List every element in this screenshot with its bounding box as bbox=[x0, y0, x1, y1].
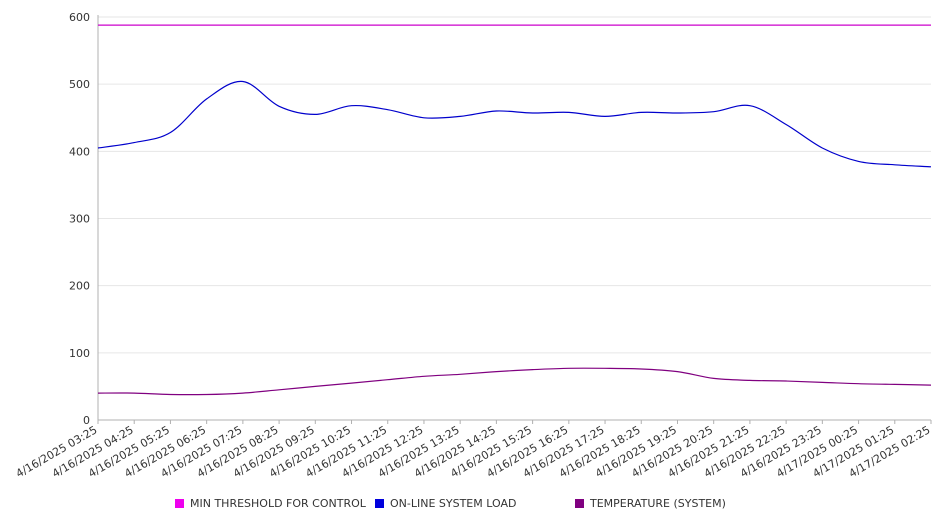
legend-label-temperature: TEMPERATURE (SYSTEM) bbox=[590, 497, 726, 510]
y-tick-label: 100 bbox=[69, 347, 90, 360]
y-tick-label: 500 bbox=[69, 78, 90, 91]
x-tick-labels: 4/16/2025 03:254/16/2025 04:254/16/2025 … bbox=[14, 423, 933, 480]
legend: MIN THRESHOLD FOR CONTROL ON-LINE SYSTEM… bbox=[0, 497, 946, 515]
legend-swatch-min-threshold bbox=[175, 499, 184, 508]
legend-swatch-system-load bbox=[375, 499, 384, 508]
y-tick-label: 200 bbox=[69, 280, 90, 293]
y-tick-label: 300 bbox=[69, 213, 90, 226]
y-tick-label: 600 bbox=[69, 11, 90, 24]
legend-swatch-temperature bbox=[575, 499, 584, 508]
y-tick-label: 0 bbox=[83, 414, 90, 427]
y-tick-labels: 0 100 200 300 400 500 600 bbox=[69, 11, 90, 427]
axes bbox=[97, 15, 932, 424]
legend-item-temperature[interactable]: TEMPERATURE (SYSTEM) bbox=[575, 497, 726, 510]
series-line-1 bbox=[97, 80, 932, 168]
series-line-2 bbox=[97, 367, 932, 396]
gridlines bbox=[98, 16, 931, 354]
y-tick-label: 400 bbox=[69, 145, 90, 158]
legend-label-min-threshold: MIN THRESHOLD FOR CONTROL bbox=[190, 497, 366, 510]
legend-label-system-load: ON-LINE SYSTEM LOAD bbox=[390, 497, 517, 510]
legend-item-min-threshold[interactable]: MIN THRESHOLD FOR CONTROL bbox=[175, 497, 366, 510]
series-lines bbox=[97, 24, 932, 396]
legend-item-system-load[interactable]: ON-LINE SYSTEM LOAD bbox=[375, 497, 516, 510]
